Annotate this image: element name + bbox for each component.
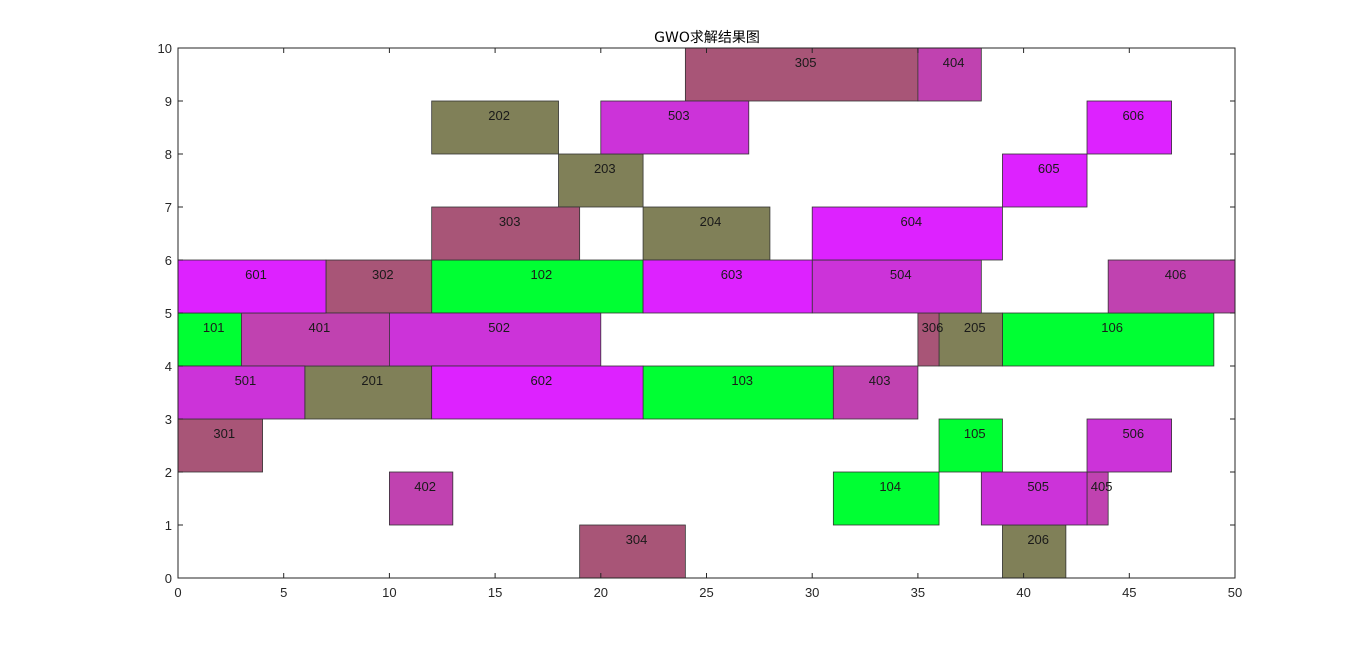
- task-bar-204: [642, 206, 771, 261]
- task-label-602: 602: [531, 373, 553, 388]
- task-bar-403: [832, 365, 919, 420]
- task-bar-606: [1086, 100, 1172, 155]
- bars-layer: [177, 47, 1236, 579]
- y-tick-label: 4: [165, 359, 172, 374]
- task-label-404: 404: [943, 55, 965, 70]
- task-bar-203: [558, 153, 644, 208]
- task-bar-506: [1086, 418, 1172, 473]
- chart-title: GWO求解结果图: [654, 30, 760, 46]
- task-bar-302: [325, 259, 433, 314]
- task-label-406: 406: [1165, 267, 1187, 282]
- y-tick-label: 3: [165, 412, 172, 427]
- task-bar-106: [1002, 312, 1215, 367]
- y-tick-label: 6: [165, 253, 172, 268]
- x-tick-label: 5: [280, 585, 287, 600]
- task-label-103: 103: [731, 373, 753, 388]
- task-bar-402: [388, 471, 454, 526]
- task-label-104: 104: [879, 479, 901, 494]
- task-label-303: 303: [499, 214, 521, 229]
- task-label-401: 401: [309, 320, 331, 335]
- task-label-105: 105: [964, 426, 986, 441]
- task-bar-303: [431, 206, 581, 261]
- task-label-504: 504: [890, 267, 912, 282]
- task-bar-602: [431, 365, 644, 420]
- task-label-304: 304: [626, 532, 648, 547]
- task-bar-102: [431, 259, 644, 314]
- task-bar-301: [177, 418, 263, 473]
- task-bar-605: [1002, 153, 1088, 208]
- task-label-503: 503: [668, 108, 690, 123]
- x-axis: 0 5 10 15 20 25 30 35 40 45 50: [174, 48, 1242, 600]
- task-bar-202: [431, 100, 559, 155]
- task-label-502: 502: [488, 320, 510, 335]
- task-label-402: 402: [414, 479, 436, 494]
- x-tick-label: 45: [1122, 585, 1136, 600]
- y-tick-label: 2: [165, 465, 172, 480]
- task-bar-201: [304, 365, 433, 420]
- x-tick-label: 25: [699, 585, 713, 600]
- task-bar-305: [684, 47, 919, 102]
- task-label-601: 601: [245, 267, 267, 282]
- task-bar-101: [177, 312, 242, 367]
- task-bar-501: [177, 365, 306, 420]
- task-bar-105: [938, 418, 1003, 473]
- task-label-201: 201: [361, 373, 383, 388]
- x-tick-label: 35: [911, 585, 925, 600]
- task-label-501: 501: [235, 373, 257, 388]
- task-label-204: 204: [700, 214, 722, 229]
- y-tick-label: 7: [165, 200, 172, 215]
- x-tick-label: 50: [1228, 585, 1242, 600]
- x-tick-label: 40: [1016, 585, 1030, 600]
- x-tick-label: 10: [382, 585, 396, 600]
- x-tick-label: 15: [488, 585, 502, 600]
- task-label-102: 102: [531, 267, 553, 282]
- task-label-301: 301: [213, 426, 235, 441]
- y-tick-label: 1: [165, 518, 172, 533]
- task-label-306: 306: [922, 320, 944, 335]
- y-tick-label: 8: [165, 147, 172, 162]
- task-bar-401: [241, 312, 390, 367]
- x-tick-label: 0: [174, 585, 181, 600]
- y-tick-label: 5: [165, 306, 172, 321]
- y-tick-label: 9: [165, 94, 172, 109]
- task-label-605: 605: [1038, 161, 1060, 176]
- task-label-606: 606: [1122, 108, 1144, 123]
- task-bar-205: [938, 312, 1003, 367]
- task-bar-304: [579, 524, 686, 579]
- task-label-106: 106: [1101, 320, 1123, 335]
- task-bar-104: [832, 471, 940, 526]
- task-label-206: 206: [1027, 532, 1049, 547]
- task-label-506: 506: [1122, 426, 1144, 441]
- y-tick-label: 10: [158, 41, 172, 56]
- task-bar-604: [811, 206, 1003, 261]
- y-axis: 0 1 2 3 4 5 6 7 8 9 10: [158, 41, 1235, 586]
- task-bar-505: [980, 471, 1088, 526]
- x-tick-label: 20: [594, 585, 608, 600]
- task-label-205: 205: [964, 320, 986, 335]
- task-bar-504: [811, 259, 982, 314]
- task-bar-103: [642, 365, 834, 420]
- task-label-302: 302: [372, 267, 394, 282]
- task-label-604: 604: [900, 214, 922, 229]
- task-label-403: 403: [869, 373, 891, 388]
- task-label-203: 203: [594, 161, 616, 176]
- y-tick-label: 0: [165, 571, 172, 586]
- task-bar-603: [642, 259, 813, 314]
- task-bar-206: [1002, 524, 1067, 579]
- x-tick-label: 30: [805, 585, 819, 600]
- task-bar-502: [388, 312, 602, 367]
- task-label-603: 603: [721, 267, 743, 282]
- task-bar-503: [600, 100, 750, 155]
- bar-labels-layer: 101 102 103 104 105 106 201 202 203 204 205 206 301 3…: [203, 55, 1187, 547]
- task-label-101: 101: [203, 320, 225, 335]
- task-bar-601: [177, 259, 327, 314]
- task-label-202: 202: [488, 108, 510, 123]
- task-label-305: 305: [795, 55, 817, 70]
- task-label-405: 405: [1091, 479, 1113, 494]
- task-label-505: 505: [1027, 479, 1049, 494]
